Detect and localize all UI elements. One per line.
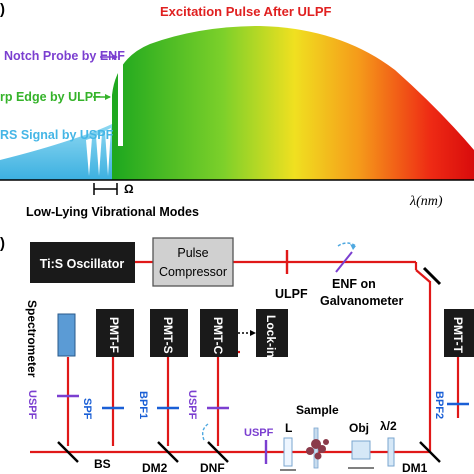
bpf1-label: BPF1 bbox=[137, 391, 149, 419]
omega-symbol: Ω bbox=[124, 182, 134, 196]
objective-label: Obj bbox=[349, 421, 369, 435]
spectrometer[interactable] bbox=[57, 313, 76, 357]
pmt-s[interactable] bbox=[150, 309, 188, 357]
pmt-f-label: PMT-F bbox=[107, 317, 121, 353]
dnf-filter bbox=[207, 441, 229, 463]
pulse-compressor[interactable] bbox=[152, 237, 234, 287]
ulpf-top-label: ULPF bbox=[275, 287, 308, 301]
bs-label: BS bbox=[94, 457, 111, 471]
sample-label: Sample bbox=[296, 403, 339, 417]
ti-sapphire-oscillator[interactable] bbox=[30, 242, 135, 283]
objective bbox=[351, 440, 371, 460]
pmt-f[interactable] bbox=[96, 309, 134, 357]
signal-dip-3 bbox=[105, 128, 111, 176]
notch-probe-label: Notch Probe by ENF bbox=[4, 49, 125, 63]
pmt-t[interactable] bbox=[444, 309, 474, 357]
enf-filter bbox=[335, 251, 353, 273]
signal-label: RS Signal by USPF bbox=[0, 128, 114, 142]
pmt-c-label: PMT-C bbox=[211, 317, 225, 355]
bpf2-label: BPF2 bbox=[433, 391, 445, 419]
lockin-arrowhead bbox=[250, 330, 256, 336]
pmt-s-label: PMT-S bbox=[161, 317, 175, 354]
pmt-t-label: PMT-T bbox=[451, 317, 465, 354]
dm2-label: DM2 bbox=[142, 461, 168, 474]
dm1-label: DM1 bbox=[402, 461, 428, 474]
pulse-title: Excitation Pulse After ULPF bbox=[160, 4, 331, 19]
edge-label: rp Edge by ULPF bbox=[0, 90, 101, 104]
panel-a-label: ) bbox=[0, 1, 5, 18]
modes-label: Low-Lying Vibrational Modes bbox=[26, 205, 199, 219]
galvo-rotation-icon bbox=[337, 242, 357, 247]
uspf-left-label: USPF bbox=[26, 390, 38, 420]
panel-b-label: ) bbox=[0, 235, 5, 252]
dnf-rotation-icon bbox=[201, 423, 209, 441]
galvo-arrowhead bbox=[350, 244, 356, 250]
signal-dip-1 bbox=[86, 138, 92, 176]
dnf-label: DNF bbox=[200, 461, 225, 474]
notch-probe-edge bbox=[112, 60, 115, 72]
signal-dip-2 bbox=[96, 133, 102, 176]
lens bbox=[283, 437, 293, 467]
oscillator-label: Ti:S Oscillator bbox=[40, 257, 125, 271]
pmt-c[interactable] bbox=[200, 309, 238, 357]
halfwave-label: λ/2 bbox=[380, 419, 397, 433]
uspf-mid-label: USPF bbox=[186, 390, 198, 420]
dm1-mirror bbox=[419, 441, 441, 463]
uspf-right-label: USPF bbox=[244, 427, 274, 439]
notch-probe-gap bbox=[118, 48, 123, 146]
sample-particles bbox=[306, 439, 329, 460]
compressor-label-1: Pulse bbox=[177, 246, 208, 260]
spf-label: SPF bbox=[81, 398, 93, 420]
lockin-label: Lock-in bbox=[264, 315, 278, 358]
spectrometer-label: Spectrometer bbox=[25, 300, 39, 378]
edge-arrowhead bbox=[105, 94, 111, 100]
lens-label: L bbox=[285, 421, 292, 435]
dm2-mirror bbox=[157, 441, 179, 463]
beam-splitter bbox=[57, 441, 79, 463]
mirror-top-right bbox=[422, 266, 442, 286]
wavelength-label: λ(nm) bbox=[409, 194, 443, 209]
compressor-label-2: Compressor bbox=[159, 265, 227, 279]
laser-beam-paths bbox=[30, 260, 460, 454]
halfwave-plate bbox=[387, 437, 395, 467]
lock-in-amplifier[interactable] bbox=[256, 309, 288, 357]
raman-signal-region bbox=[0, 124, 112, 180]
notch-arrowhead bbox=[112, 54, 118, 60]
excitation-pulse bbox=[112, 26, 474, 180]
enf-label-2: Galvanometer bbox=[320, 294, 404, 308]
enf-label-1: ENF on bbox=[332, 277, 376, 291]
